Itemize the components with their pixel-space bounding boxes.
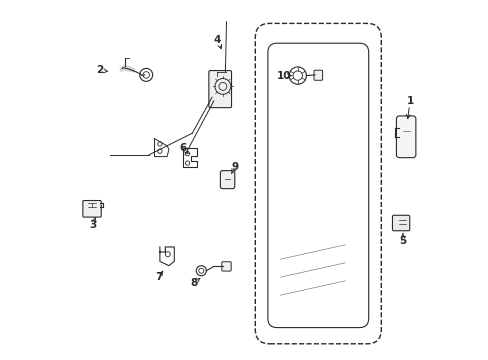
Polygon shape [120,66,134,72]
Text: 1: 1 [406,96,413,106]
FancyBboxPatch shape [392,215,409,231]
FancyBboxPatch shape [396,116,415,158]
FancyBboxPatch shape [82,201,101,217]
Text: 2: 2 [96,65,103,75]
Text: 8: 8 [190,278,197,288]
Text: 10: 10 [276,71,291,81]
FancyBboxPatch shape [220,171,234,189]
Text: 9: 9 [231,162,238,172]
FancyBboxPatch shape [208,71,231,108]
Text: 6: 6 [179,143,186,153]
FancyBboxPatch shape [313,70,322,80]
Text: 4: 4 [213,35,221,45]
Text: 5: 5 [399,236,406,246]
Text: 7: 7 [155,272,162,282]
FancyBboxPatch shape [222,262,231,271]
Text: 3: 3 [89,220,97,230]
